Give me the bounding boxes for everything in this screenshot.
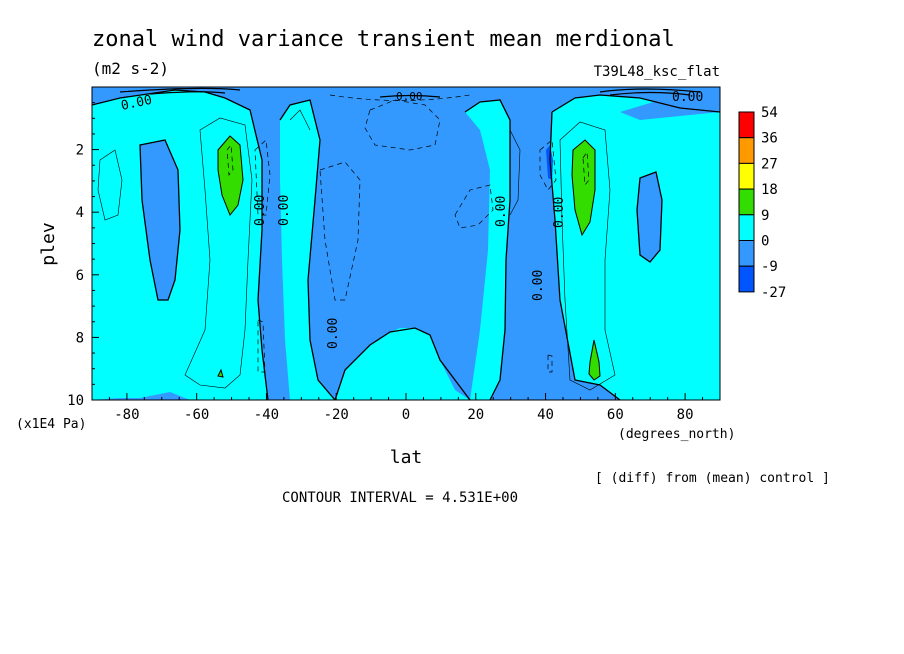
contour-label: 0.00: [396, 90, 423, 103]
x-axis: -80 -60 -40 -20 0 20 40 60 80: [91, 393, 721, 423]
x-units-label: (degrees_north): [618, 427, 735, 442]
pocket-north-polar: [637, 172, 662, 262]
x-tick-label: -40: [254, 407, 279, 423]
colorbar-label: -27: [761, 285, 786, 301]
chart-title: zonal wind variance transient mean merdi…: [92, 27, 675, 52]
green-dot-south-low: [217, 368, 224, 378]
x-tick-label: -80: [114, 407, 139, 423]
contour-label: 0.00: [494, 196, 509, 227]
y-axis: 2 4 6 8 10: [67, 102, 99, 409]
colorbar-label: 54: [761, 105, 778, 121]
x-tick-label: 0: [402, 407, 410, 423]
contour-label: 0.00: [277, 195, 292, 226]
colorbar-label: -9: [761, 259, 778, 275]
colorbar-label: 18: [761, 182, 778, 198]
contour-label: 0.00: [552, 197, 567, 228]
y-tick-label: 10: [67, 393, 84, 409]
colorbar-swatch: [738, 265, 755, 293]
contour-label-group: 0.00 0.00 0.00 0.00 0.00 0.00 0.00 0.00 …: [120, 90, 704, 349]
colorbar-swatch: [738, 111, 755, 139]
green-blob-north: [571, 139, 596, 237]
band-northern-mid: [465, 100, 510, 400]
y-tick-label: 8: [76, 330, 84, 346]
contour-interval: CONTOUR INTERVAL = 4.531E+00: [282, 490, 518, 506]
green-blob-south: [217, 135, 244, 216]
contour-label: 0.00: [326, 318, 341, 349]
x-tick-label: 20: [467, 407, 484, 423]
pocket-north-top: [620, 96, 720, 120]
y-axis-title: plev: [38, 222, 59, 265]
y-tick-label: 2: [76, 143, 84, 159]
band-equator-bottom: [335, 328, 470, 400]
green-blob-north-low: [588, 339, 601, 381]
colorbar-swatch: [738, 214, 755, 242]
band-northern-polar: [550, 95, 720, 400]
contour-label: 0.00: [253, 195, 268, 226]
contour-label: 0.00: [672, 90, 703, 105]
colorbar-swatch: [738, 188, 755, 216]
contour-label: 0.00: [120, 93, 154, 114]
x-tick-label: 60: [607, 407, 624, 423]
band-southern-polar: [92, 90, 268, 400]
colorbar-label: 9: [761, 208, 769, 224]
run-label: T39L48_ksc_flat: [594, 64, 720, 80]
colorbar-swatch: [738, 137, 755, 164]
colorbar-label: 27: [761, 156, 778, 172]
plot-area: 0.00 0.00 0.00 0.00 0.00 0.00 0.00 0.00 …: [91, 86, 721, 401]
x-tick-label: 80: [677, 407, 694, 423]
contour-label: 0.00: [531, 270, 546, 301]
x-tick-label: -60: [184, 407, 209, 423]
x-tick-label: -20: [324, 407, 349, 423]
colorbar: 54 36 27 18 9 0 -9 -27: [738, 105, 786, 301]
colorbar-label: 36: [761, 131, 778, 147]
chart-units: (m2 s-2): [92, 59, 169, 78]
negative-contours: [226, 94, 590, 373]
colorbar-swatch: [738, 162, 755, 190]
y-tick-label: 6: [76, 268, 84, 284]
y-units-label: (x1E4 Pa): [16, 417, 86, 432]
zero-contours: [91, 89, 721, 401]
y-tick-label: 4: [76, 205, 84, 221]
footnote: [ (diff) from (mean) control ]: [595, 471, 830, 486]
x-tick-label: 40: [537, 407, 554, 423]
x-axis-title: lat: [390, 447, 423, 468]
positive-contours: [97, 109, 616, 391]
colorbar-swatch: [738, 240, 755, 267]
colorbar-label: 0: [761, 234, 769, 250]
band-southern-mid: [280, 100, 335, 400]
